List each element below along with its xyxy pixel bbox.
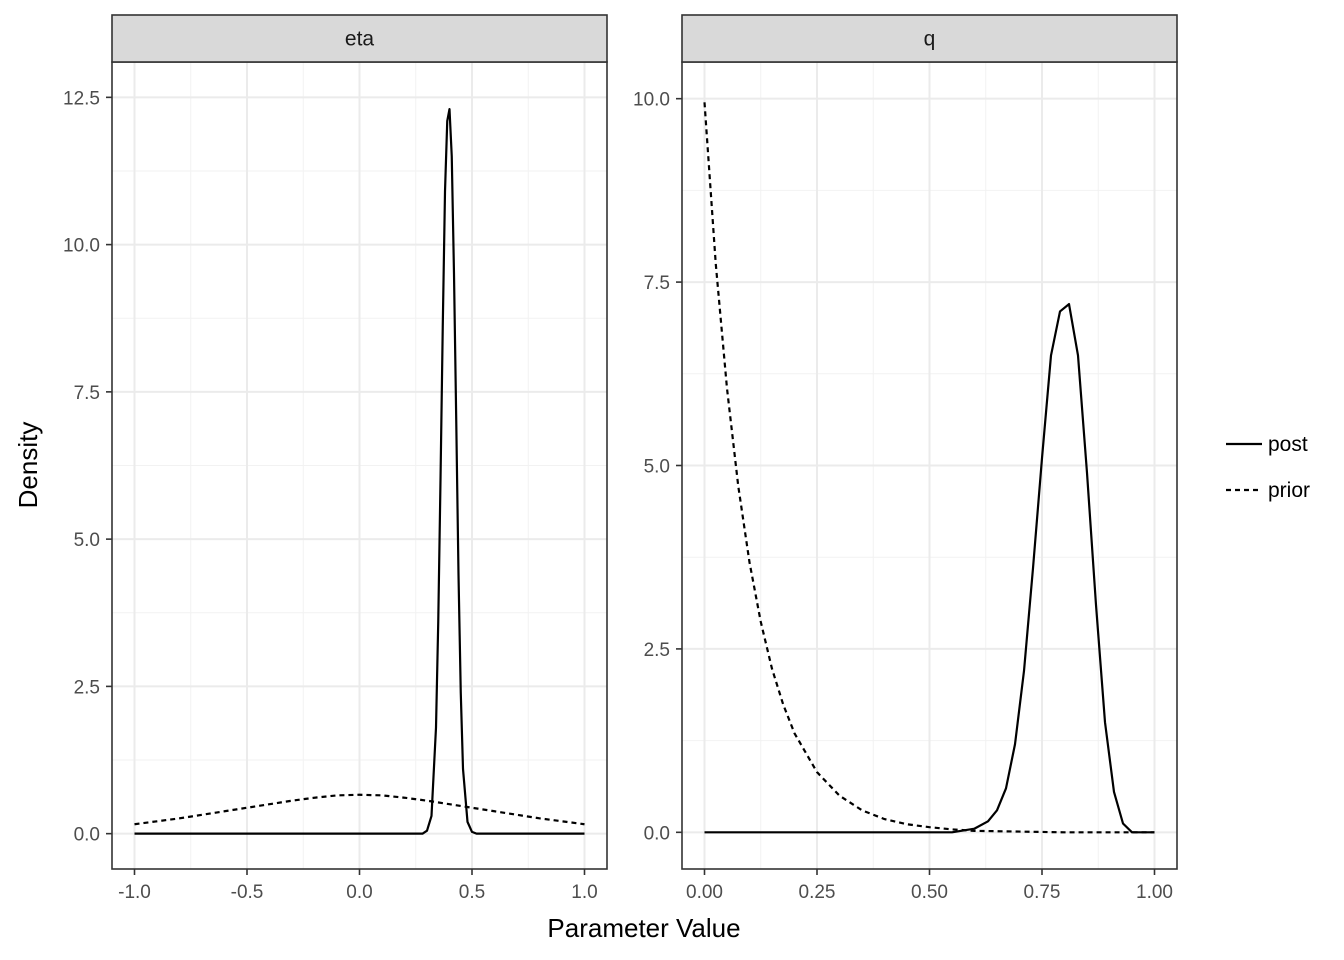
facet-panel-eta: eta -1.0 -0.5 0.0 0.5 1.0 0.0 2.5 5.0 7.5 10.0 12.5 [63,14,608,903]
y-tick-label: 5.0 [74,530,100,551]
x-tick-label: 0.75 [1024,882,1061,903]
series-line-prior [134,793,585,826]
y-tick-label: 2.5 [644,640,670,661]
strip-label: eta [345,28,375,51]
x-tick-label: 0.0 [346,882,372,903]
y-tick-label: 7.5 [74,383,100,404]
legend-label-post: post [1268,433,1308,456]
x-tick-label: 1.00 [1136,882,1173,903]
facet-panels: eta -1.0 -0.5 0.0 0.5 1.0 0.0 2.5 5.0 7.5 10.0 12.5… [63,14,1178,903]
y-tick-label: 0.0 [644,823,670,844]
y-tick-label: 10.0 [63,236,100,257]
y-tick-label: 2.5 [74,677,100,698]
strip-background [111,14,608,63]
series-line-post [134,108,585,835]
y-tick-label: 12.5 [63,88,100,109]
x-tick-label: -1.0 [118,882,151,903]
facet-panel-q: q 0.00 0.25 0.50 0.75 1.00 0.0 2.5 5.0 7.5 10.0 [633,14,1178,903]
y-tick-label: 10.0 [633,90,670,111]
strip-background [681,14,1178,63]
y-tick-label: 5.0 [644,457,670,478]
x-tick-label: 0.25 [799,882,836,903]
x-tick-label: 0.5 [459,882,485,903]
x-tick-label: 0.00 [686,882,723,903]
x-tick-label: 1.0 [571,882,597,903]
legend-label-prior: prior [1268,479,1310,502]
y-axis-title: Density [13,422,43,509]
series-line-post [704,303,1155,834]
strip-label: q [924,28,936,51]
x-axis-title: Parameter Value [547,913,740,943]
x-tick-label: 0.50 [911,882,948,903]
legend: post prior [1226,433,1310,502]
y-tick-label: 0.0 [74,825,100,846]
y-tick-label: 7.5 [644,273,670,294]
x-tick-label: -0.5 [231,882,264,903]
